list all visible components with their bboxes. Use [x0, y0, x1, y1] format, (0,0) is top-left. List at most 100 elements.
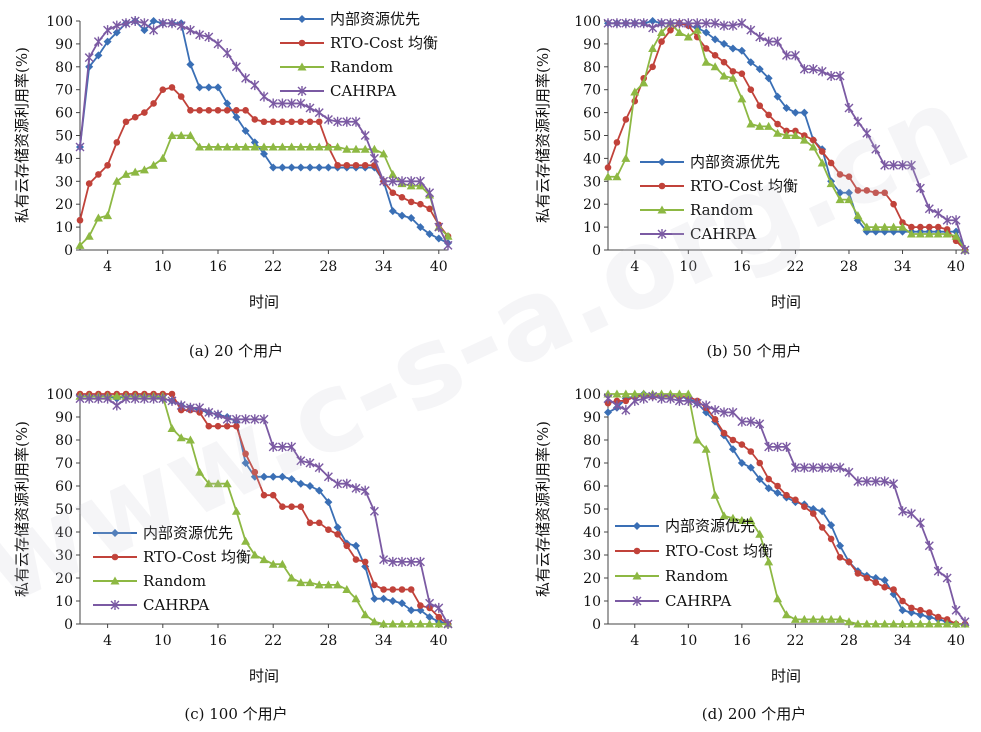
data-point — [388, 176, 398, 187]
data-point — [360, 485, 370, 496]
data-point — [168, 84, 176, 91]
data-point — [314, 142, 324, 151]
data-point — [933, 229, 943, 238]
data-point — [747, 448, 755, 455]
data-point — [898, 506, 908, 517]
y-tick-label: 80 — [55, 433, 73, 449]
data-point — [746, 463, 755, 472]
data-point — [167, 424, 177, 432]
data-point — [130, 393, 140, 404]
x-tick-label: 22 — [264, 259, 282, 275]
data-point — [323, 142, 333, 151]
data-point — [934, 223, 942, 231]
data-point — [845, 558, 853, 566]
data-point — [692, 398, 702, 409]
data-point — [324, 498, 333, 507]
y-tick-label: 50 — [583, 129, 601, 145]
data-point — [251, 468, 259, 476]
data-point — [379, 176, 389, 187]
data-point — [755, 529, 765, 538]
data-point — [818, 148, 826, 155]
data-point — [648, 22, 658, 33]
data-point — [790, 614, 800, 623]
y-tick-label: 0 — [592, 243, 601, 259]
data-point — [406, 556, 416, 567]
data-point — [279, 118, 286, 126]
data-point — [214, 422, 222, 430]
data-point — [407, 198, 415, 206]
data-point — [621, 405, 631, 416]
y-tick-label: 40 — [55, 525, 73, 541]
data-point — [835, 614, 845, 623]
data-point — [149, 160, 159, 169]
data-point — [176, 400, 186, 411]
series-2 — [603, 389, 970, 628]
data-point — [75, 393, 85, 404]
data-point — [765, 475, 772, 483]
data-point — [880, 476, 890, 487]
data-point — [774, 482, 781, 490]
legend-label: CAHRPA — [690, 225, 756, 243]
series-3 — [75, 393, 453, 629]
data-point — [729, 436, 737, 444]
data-point — [333, 523, 342, 532]
data-point — [204, 142, 214, 151]
data-point — [260, 118, 268, 126]
data-point — [737, 18, 747, 29]
data-point — [250, 414, 260, 425]
data-point — [701, 18, 711, 29]
data-point — [397, 619, 407, 628]
legend-label: RTO-Cost 均衡 — [690, 177, 798, 195]
data-point — [808, 462, 818, 473]
data-point — [168, 390, 176, 398]
data-point — [604, 408, 612, 417]
data-point — [278, 163, 287, 172]
y-axis-title: 私有云存储资源利用率(%) — [13, 47, 31, 223]
data-point — [361, 558, 369, 566]
legend-marker — [657, 205, 667, 214]
data-point — [398, 194, 406, 201]
data-point — [612, 400, 622, 411]
data-point — [737, 459, 746, 467]
data-point — [287, 163, 296, 172]
data-point — [862, 476, 872, 487]
data-point — [351, 144, 361, 153]
data-point — [241, 459, 250, 467]
x-axis-title: 时间 — [249, 293, 279, 311]
data-point — [692, 435, 702, 444]
data-point — [204, 479, 214, 488]
data-point — [333, 142, 343, 151]
data-point — [315, 519, 323, 527]
data-point — [881, 583, 888, 591]
data-point — [425, 187, 435, 198]
data-point — [711, 416, 719, 423]
data-point — [434, 619, 444, 628]
data-point — [213, 479, 223, 488]
data-point — [176, 20, 186, 31]
y-tick-label: 100 — [46, 387, 73, 403]
data-point — [398, 211, 406, 220]
data-point — [296, 578, 306, 587]
data-point — [277, 142, 287, 151]
data-point — [827, 521, 836, 530]
data-point — [251, 116, 259, 123]
legend-label: Random — [665, 567, 728, 585]
data-point — [305, 142, 315, 151]
data-point — [369, 506, 379, 517]
data-point — [407, 586, 415, 593]
data-point — [75, 240, 85, 249]
chart-caption: (b) 50 个用户 — [707, 342, 802, 360]
data-point — [908, 604, 915, 612]
data-point — [854, 187, 862, 194]
data-point — [737, 416, 747, 427]
data-point — [241, 126, 250, 135]
data-point — [296, 455, 306, 466]
data-point — [719, 407, 729, 418]
data-point — [826, 462, 836, 473]
legend-label: 内部资源优先 — [330, 10, 420, 28]
data-point — [141, 109, 148, 116]
data-point — [871, 144, 881, 155]
data-point — [683, 389, 693, 398]
data-point — [674, 389, 684, 398]
data-point — [764, 557, 774, 566]
